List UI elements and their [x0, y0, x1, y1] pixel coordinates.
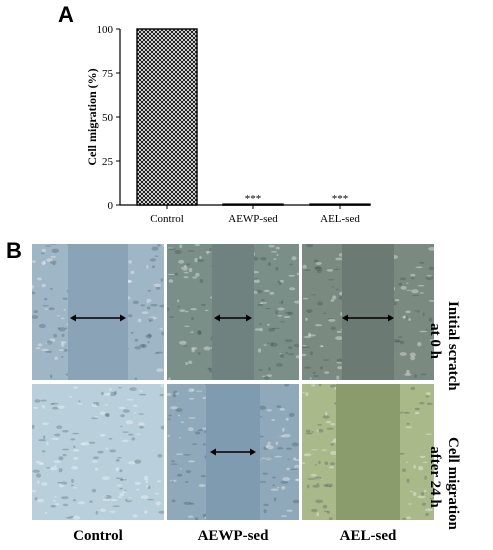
double-arrow-icon [342, 314, 394, 322]
micrograph-control-row1 [32, 244, 164, 380]
double-arrow-icon [214, 314, 252, 322]
panel-a-label: A [58, 2, 74, 27]
micrograph-ael-sed-row1 [302, 244, 434, 380]
row-label-initial-scratch: Initial scratch at 0 h [427, 301, 461, 391]
micrograph-aewp-sed-row2 [167, 384, 299, 520]
panel-b-label: B [6, 238, 22, 263]
column-label-control: Control [73, 528, 123, 544]
micrograph-ael-sed-row2 [302, 384, 434, 520]
row-label-cell-migration: Cell migration after 24 h [427, 437, 461, 530]
y-tick-label: 0 [108, 200, 114, 212]
scratch-gap [68, 244, 128, 380]
micrograph-control-row2 [32, 384, 164, 520]
scratch-gap [342, 244, 394, 380]
column-label-ael-sed: AEL-sed [339, 528, 397, 544]
bar-chart: 0 25 50 75 100 Control AEWP-sed *** AEL-sed *** C… [85, 24, 371, 225]
y-tick-label: 25 [102, 156, 114, 168]
bar-aewp-sed [222, 203, 284, 206]
y-tick-label: 75 [102, 68, 114, 80]
scratch-gap [336, 384, 400, 520]
bar-ael-sed [309, 203, 371, 206]
column-label-aewp-sed: AEWP-sed [197, 528, 269, 544]
x-tick-label: AEWP-sed [228, 213, 278, 225]
bar-control [136, 28, 198, 206]
x-tick-label: AEL-sed [320, 213, 360, 225]
double-arrow-icon [70, 314, 126, 322]
significance-label: *** [332, 193, 349, 205]
scratch-gap [212, 244, 254, 380]
y-tick-label: 50 [102, 112, 114, 124]
y-axis-title: Cell migration (%) [85, 68, 99, 165]
x-tick-label: Control [150, 213, 184, 225]
micrograph-aewp-sed-row1 [167, 244, 299, 380]
y-tick-label: 100 [97, 24, 114, 36]
double-arrow-icon [210, 448, 256, 456]
significance-label: *** [245, 193, 262, 205]
